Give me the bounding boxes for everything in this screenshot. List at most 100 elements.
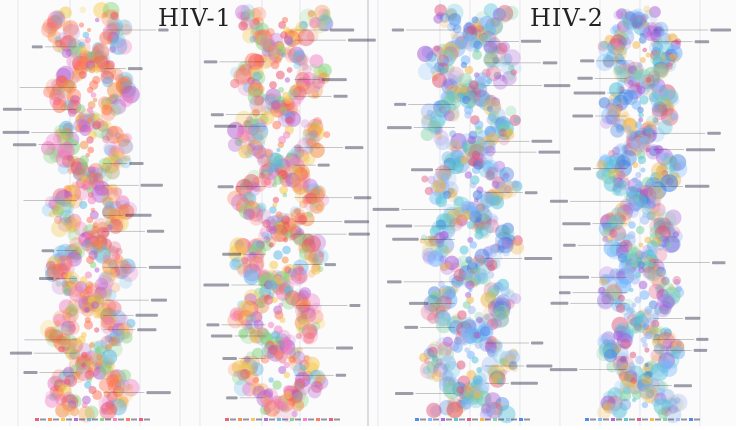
annotation-label-mark bbox=[222, 252, 242, 256]
helix-bead bbox=[291, 410, 298, 418]
helix-bead bbox=[105, 403, 118, 415]
helix-bead bbox=[294, 302, 310, 318]
annotation-label-mark bbox=[348, 232, 370, 236]
helix-bead bbox=[75, 281, 88, 293]
legend-swatch bbox=[493, 418, 497, 421]
helix-bead bbox=[235, 202, 246, 213]
helix-bead bbox=[307, 194, 318, 205]
helix-bead bbox=[67, 38, 83, 54]
helix-bead bbox=[306, 135, 315, 144]
helix-bead bbox=[227, 137, 243, 152]
helix-bead bbox=[237, 79, 255, 97]
helix-bead bbox=[303, 355, 312, 364]
helix-bead bbox=[309, 234, 327, 251]
helix-bead bbox=[423, 303, 435, 315]
annotation-label-mark bbox=[372, 207, 400, 211]
helix-core-bead bbox=[627, 190, 636, 200]
annotation-label-mark bbox=[395, 392, 414, 395]
helix-bead bbox=[57, 142, 75, 160]
legend-label-mark bbox=[308, 418, 314, 421]
helix-bead bbox=[243, 82, 253, 93]
helix-bead bbox=[59, 209, 75, 225]
annotation-label-mark bbox=[392, 237, 419, 241]
helix-bead bbox=[118, 369, 131, 382]
helix-bead bbox=[79, 124, 91, 136]
helix-core-bead bbox=[80, 56, 89, 64]
helix-bead bbox=[67, 107, 77, 117]
helix-bead bbox=[300, 365, 307, 372]
helix-bead bbox=[486, 132, 500, 146]
helix-core-bead bbox=[459, 327, 466, 333]
helix-bead bbox=[110, 98, 127, 115]
helix-bead bbox=[100, 238, 112, 251]
helix-bead bbox=[106, 16, 118, 29]
helix-bead bbox=[292, 172, 302, 183]
helix-core-bead bbox=[629, 287, 634, 293]
helix-bead bbox=[55, 393, 67, 406]
helix-bead bbox=[297, 306, 305, 315]
helix-bead bbox=[441, 42, 460, 60]
helix-bead bbox=[243, 355, 251, 364]
helix-bead bbox=[61, 313, 77, 329]
annotation-label-mark bbox=[531, 139, 553, 143]
helix-core-bead bbox=[283, 285, 293, 295]
helix-bead bbox=[111, 219, 122, 231]
helix-bead bbox=[69, 406, 80, 417]
helix-bead bbox=[98, 395, 115, 412]
helix-bead bbox=[649, 15, 658, 24]
helix-bead bbox=[443, 54, 455, 66]
helix-bead bbox=[67, 168, 74, 175]
helix-bead bbox=[48, 393, 57, 401]
helix-bead bbox=[426, 402, 442, 418]
helix-bead bbox=[450, 75, 463, 87]
helix-bead bbox=[237, 309, 254, 326]
helix-bead bbox=[301, 62, 309, 71]
helix-bead bbox=[303, 303, 310, 310]
helix-bead bbox=[499, 350, 516, 367]
helix-bead bbox=[263, 294, 274, 305]
helix-bead bbox=[63, 273, 73, 283]
legend-swatch bbox=[87, 418, 91, 421]
helix-bead bbox=[242, 257, 259, 274]
helix-core-bead bbox=[86, 216, 94, 224]
annotation-label-mark bbox=[146, 391, 171, 395]
helix-bead bbox=[297, 29, 315, 47]
helix-bead bbox=[235, 178, 253, 196]
helix-bead bbox=[126, 383, 134, 391]
helix-bead bbox=[305, 189, 320, 205]
helix-bead bbox=[432, 73, 447, 88]
helix-bead bbox=[256, 240, 265, 250]
helix-bead bbox=[308, 134, 316, 141]
helix-core-bead bbox=[468, 288, 473, 292]
helix-core-bead bbox=[457, 310, 467, 320]
helix-bead bbox=[248, 135, 256, 143]
helix-bead bbox=[105, 60, 115, 70]
helix-bead bbox=[107, 401, 115, 409]
helix-bead bbox=[67, 102, 80, 115]
helix-core-bead bbox=[93, 311, 101, 319]
helix-bead bbox=[307, 121, 323, 137]
helix-bead bbox=[445, 3, 464, 22]
helix-bead bbox=[54, 335, 71, 353]
helix-bead bbox=[109, 37, 128, 55]
legend-swatch bbox=[113, 418, 117, 421]
helix-core-bead bbox=[644, 363, 649, 367]
annotation-label-mark bbox=[707, 131, 721, 135]
helix-core-bead bbox=[627, 365, 636, 375]
helix-bead bbox=[48, 196, 63, 211]
helix-bead bbox=[107, 370, 118, 381]
helix-bead bbox=[314, 375, 329, 390]
helix-bead bbox=[233, 379, 251, 397]
helix-bead bbox=[252, 377, 260, 384]
helix-core-bead bbox=[464, 111, 472, 119]
annotation-label-mark bbox=[226, 396, 238, 400]
helix-bead bbox=[71, 396, 79, 404]
helix-bead bbox=[94, 180, 110, 196]
helix-bead bbox=[65, 279, 83, 298]
helix-bead bbox=[427, 312, 439, 324]
helix-bead bbox=[243, 201, 262, 219]
helix-core-bead bbox=[637, 155, 647, 165]
helix-core-bead bbox=[471, 150, 481, 160]
helix-bead bbox=[255, 29, 273, 47]
